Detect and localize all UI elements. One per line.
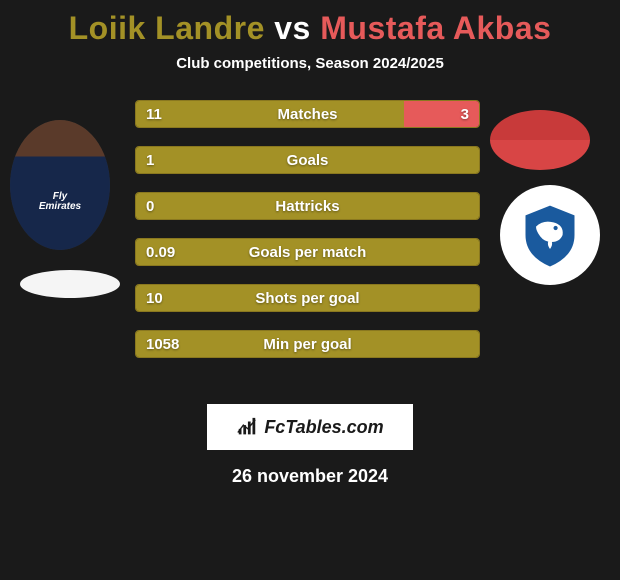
subtitle: Club competitions, Season 2024/2025 — [0, 55, 620, 72]
footer-date: 26 november 2024 — [0, 466, 620, 487]
player1-avatar: Fly Emirates — [10, 120, 110, 250]
player2-club-badge — [500, 185, 600, 285]
stat-label: Shots per goal — [136, 285, 479, 311]
stat-label: Goals — [136, 147, 479, 173]
stat-bar-row: 0Hattricks — [135, 192, 480, 220]
player1-jersey-text: Fly Emirates — [39, 192, 81, 212]
player1-name: Loiik Landre — [69, 10, 265, 46]
stat-label: Hattricks — [136, 193, 479, 219]
stat-label: Goals per match — [136, 239, 479, 265]
stat-bars: 11Matches3 1Goals 0Hattricks 0.09Goals per … — [135, 100, 480, 376]
stat-bar-row: 1058Min per goal — [135, 330, 480, 358]
stat-bar-row: 1Goals — [135, 146, 480, 174]
player1-club-badge — [20, 270, 120, 298]
vs-text: vs — [274, 10, 311, 46]
player1-jersey: Fly Emirates — [10, 120, 110, 250]
chart-icon — [236, 416, 258, 438]
player2-avatar — [490, 110, 590, 170]
brand-text: FcTables.com — [264, 417, 383, 438]
brand-badge: FcTables.com — [205, 402, 415, 452]
stat-label: Matches — [136, 101, 479, 127]
stat-bar-row: 10Shots per goal — [135, 284, 480, 312]
stat-right-value: 3 — [461, 101, 469, 127]
stat-bar-row: 11Matches3 — [135, 100, 480, 128]
page-title: Loiik Landre vs Mustafa Akbas — [0, 0, 620, 47]
player2-name: Mustafa Akbas — [320, 10, 551, 46]
shield-icon — [515, 200, 585, 270]
stat-label: Min per goal — [136, 331, 479, 357]
stat-bar-row: 0.09Goals per match — [135, 238, 480, 266]
comparison-content: Fly Emirates 11Matches3 1Goals 0Hattricks 0… — [0, 100, 620, 390]
